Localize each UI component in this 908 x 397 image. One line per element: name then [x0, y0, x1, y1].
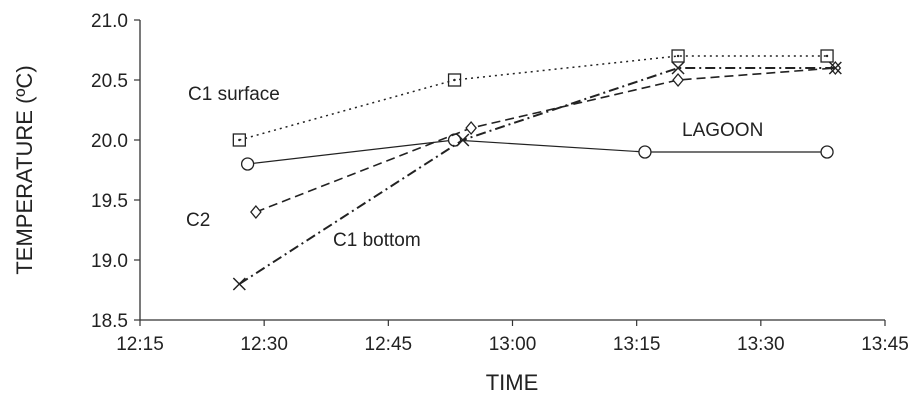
x-tick-label: 13:15: [613, 334, 661, 355]
x-tick-label: 13:30: [737, 334, 785, 355]
series-c1-surface-line: [239, 55, 828, 141]
series-c1-bottom-point: [671, 61, 685, 75]
series-c1-bottom-point: [456, 133, 470, 147]
series-c1-bottom-point: [828, 61, 842, 75]
series-lagoon-point: [820, 145, 834, 159]
series-c1-surface-point-center: [238, 138, 241, 142]
y-tick-label: 19.0: [91, 251, 128, 272]
series-c1-surface-point-center: [676, 54, 680, 58]
series-lagoon: [240, 133, 834, 171]
series-label-c1-surface: C1 surface: [188, 84, 280, 105]
y-tick-label: 19.5: [91, 191, 128, 212]
series-c1-surface-point: [447, 73, 462, 87]
series-layer: [232, 49, 842, 291]
x-tick-label: 12:45: [365, 334, 413, 355]
axes: 18.5 19.0 19.5 20.0 20.5 21.0 12:15 12:30 12:45 1…: [91, 11, 908, 355]
series-label-c2: C2: [186, 210, 210, 231]
x-tick-label: 13:00: [489, 334, 537, 355]
series-c1-bottom-point: [232, 277, 246, 291]
x-tick-label: 13:45: [861, 334, 908, 355]
series-lagoon-line: [247, 139, 828, 165]
series-c1-surface-point: [232, 133, 246, 147]
y-tick-label: 21.0: [91, 11, 128, 32]
x-tick-label: 12:30: [240, 334, 288, 355]
series-c2-point: [250, 204, 262, 220]
x-tick-label: 12:15: [116, 334, 164, 355]
series-c1-surface-point-center: [453, 78, 456, 82]
series-c2-point: [465, 120, 477, 136]
series-label-c1-bottom: C1 bottom: [333, 230, 421, 251]
series-lagoon-point: [638, 145, 652, 159]
series-c2-line: [255, 67, 836, 213]
series-c1-surface-point: [671, 49, 685, 63]
y-axis-title: TEMPERATURE (ºC): [12, 65, 37, 274]
series-c2-point: [672, 72, 684, 88]
series-c1-surface-point-center: [825, 54, 829, 58]
series-label-lagoon: LAGOON: [682, 120, 763, 141]
x-axis-title: TIME: [486, 370, 539, 395]
series-lagoon-point: [240, 157, 255, 171]
y-tick-label: 20.5: [91, 71, 128, 92]
series-labels: C1 surface LAGOON C2 C1 bottom: [186, 84, 763, 251]
series-c1-surface-point: [820, 49, 834, 63]
series-c1-surface: [232, 49, 834, 147]
series-c1-bottom-line: [238, 67, 836, 285]
y-tick-label: 20.0: [91, 131, 128, 152]
y-tick-label: 18.5: [91, 311, 128, 332]
series-c1-bottom: [232, 61, 842, 291]
